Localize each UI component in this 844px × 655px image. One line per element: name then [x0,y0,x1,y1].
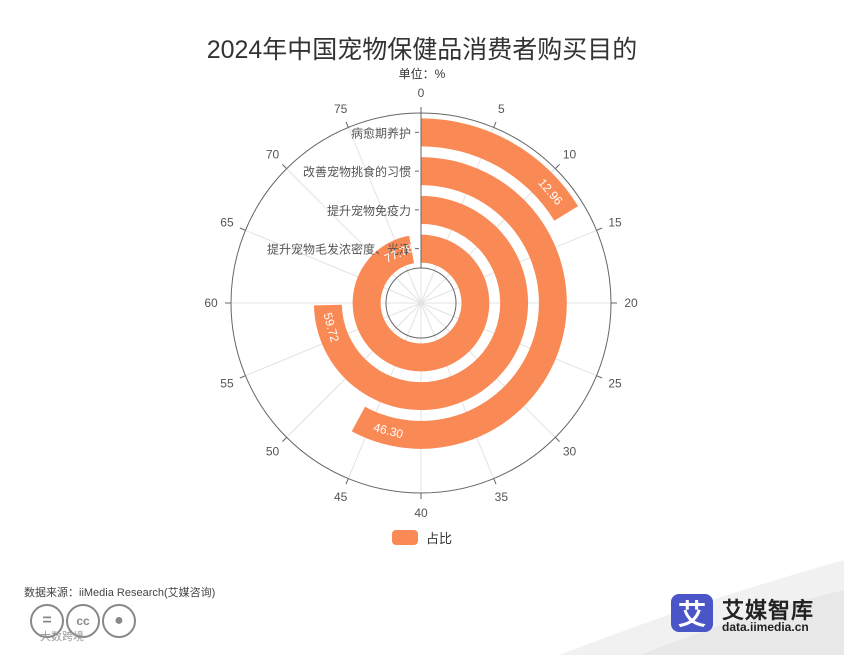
equals-icon: = [30,604,64,638]
angle-tick-label: 25 [608,376,622,390]
angle-tick [554,436,560,442]
angle-tick-label: 20 [624,296,638,310]
angle-tick-label: 40 [414,506,428,520]
angle-tick [493,121,497,128]
legend-swatch [392,530,418,545]
legend[interactable]: 占比 [392,528,452,547]
category-label: 改善宠物挑食的习惯 [303,164,411,179]
category-label: 提升宠物毛发浓密度、光泽 [267,242,411,257]
polar-bar-chart: 0 5 10 15 20 25 30 35 40 45 50 55 60 65 70 75 提升宠物毛发浓密度、… [204,86,638,520]
angle-tick [493,478,497,485]
angle-tick [239,227,246,231]
angle-tick [596,375,603,379]
angle-tick [596,227,603,231]
angle-tick [345,121,349,128]
bar [351,157,567,449]
brand-logo-icon: 艾 [671,594,713,632]
legend-label: 占比 [426,531,453,546]
brand-url[interactable]: data.iimedia.cn [722,620,809,634]
angle-tick-label: 60 [204,296,218,310]
license-icons: = cc ● [30,604,136,638]
angle-tick-label: 55 [220,376,234,390]
angle-tick-label: 65 [220,216,234,230]
angle-tick-label: 50 [266,444,280,458]
angle-tick [282,164,288,170]
bar [352,234,490,372]
chart-title: 2024年中国宠物保健品消费者购买目的 [206,36,638,64]
angle-tick [554,164,560,170]
unit-label: 单位：% [398,67,446,81]
angle-tick-label: 30 [563,444,577,458]
angle-tick-label: 45 [334,490,348,504]
cc-icon: cc [66,604,100,638]
angle-tick-label: 5 [498,102,505,116]
category-label: 病愈期养护 [351,125,411,140]
angle-tick-label: 75 [334,102,348,116]
category-label: 提升宠物免疫力 [327,203,411,218]
brand-name: 艾媒智库 [722,598,815,623]
data-source: 数据来源：iiMedia Research(艾媒咨询) [24,587,216,599]
grid-spoke [245,229,422,304]
angle-tick-label: 35 [495,490,509,504]
angle-tick-label: 70 [266,148,280,162]
angle-tick [239,375,246,379]
watermark: 大数跨境 [40,631,84,643]
grid-spoke [286,168,422,304]
grid-spoke [347,127,422,304]
bar [421,118,579,221]
person-icon: ● [102,604,136,638]
angle-tick-label: 10 [563,148,577,162]
angle-tick [282,436,288,442]
angle-tick-label: 15 [608,216,622,230]
angle-tick-label: 0 [418,86,425,100]
angle-tick [345,478,349,485]
